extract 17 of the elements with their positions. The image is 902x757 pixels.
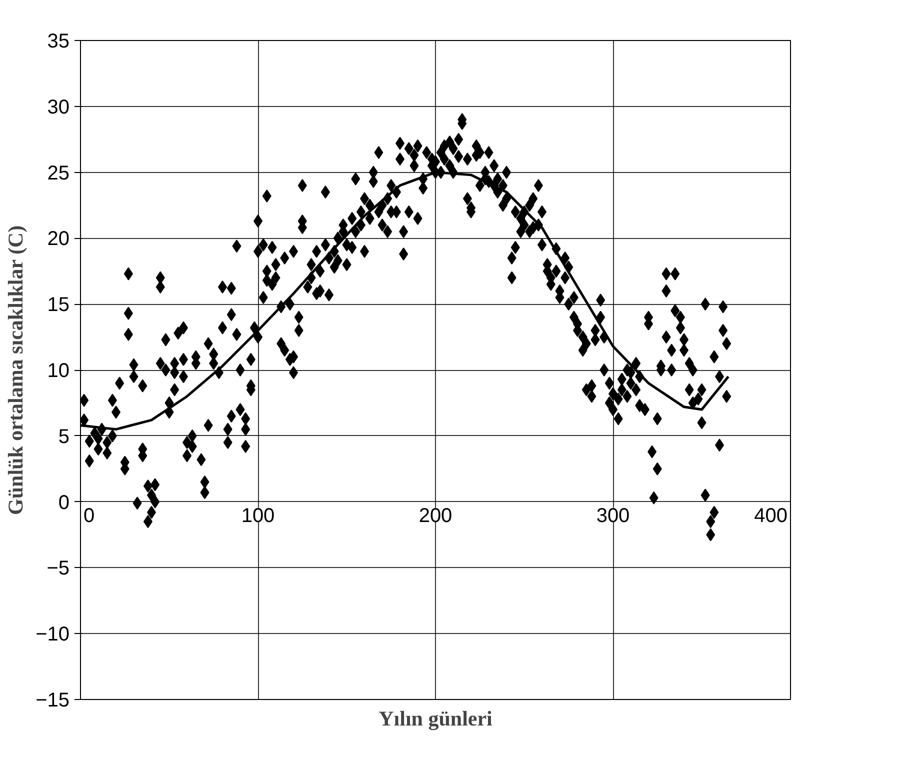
y-axis-title: Günlük ortalama sıcaklıklar (C) xyxy=(4,225,28,515)
x-tick-label: 0 xyxy=(84,504,95,527)
y-tick-label: 20 xyxy=(47,228,70,250)
y-tick-label: 35 xyxy=(47,30,70,52)
y-tick-label: −5 xyxy=(46,558,70,580)
x-tick-label: 400 xyxy=(754,504,788,527)
x-tick-label: 300 xyxy=(596,504,630,527)
y-tick-label: −10 xyxy=(36,624,70,646)
y-tick-label: 10 xyxy=(47,360,70,382)
y-tick-label: −15 xyxy=(36,690,70,712)
y-tick-label: 15 xyxy=(47,294,70,316)
y-tick-label: 5 xyxy=(58,426,70,448)
y-tick-label: 30 xyxy=(47,96,70,118)
x-axis-title: Yılın günleri xyxy=(378,706,493,730)
x-tick-label: 100 xyxy=(241,504,275,527)
x-tick-label: 200 xyxy=(418,504,452,527)
y-tick-label: 25 xyxy=(47,162,70,184)
